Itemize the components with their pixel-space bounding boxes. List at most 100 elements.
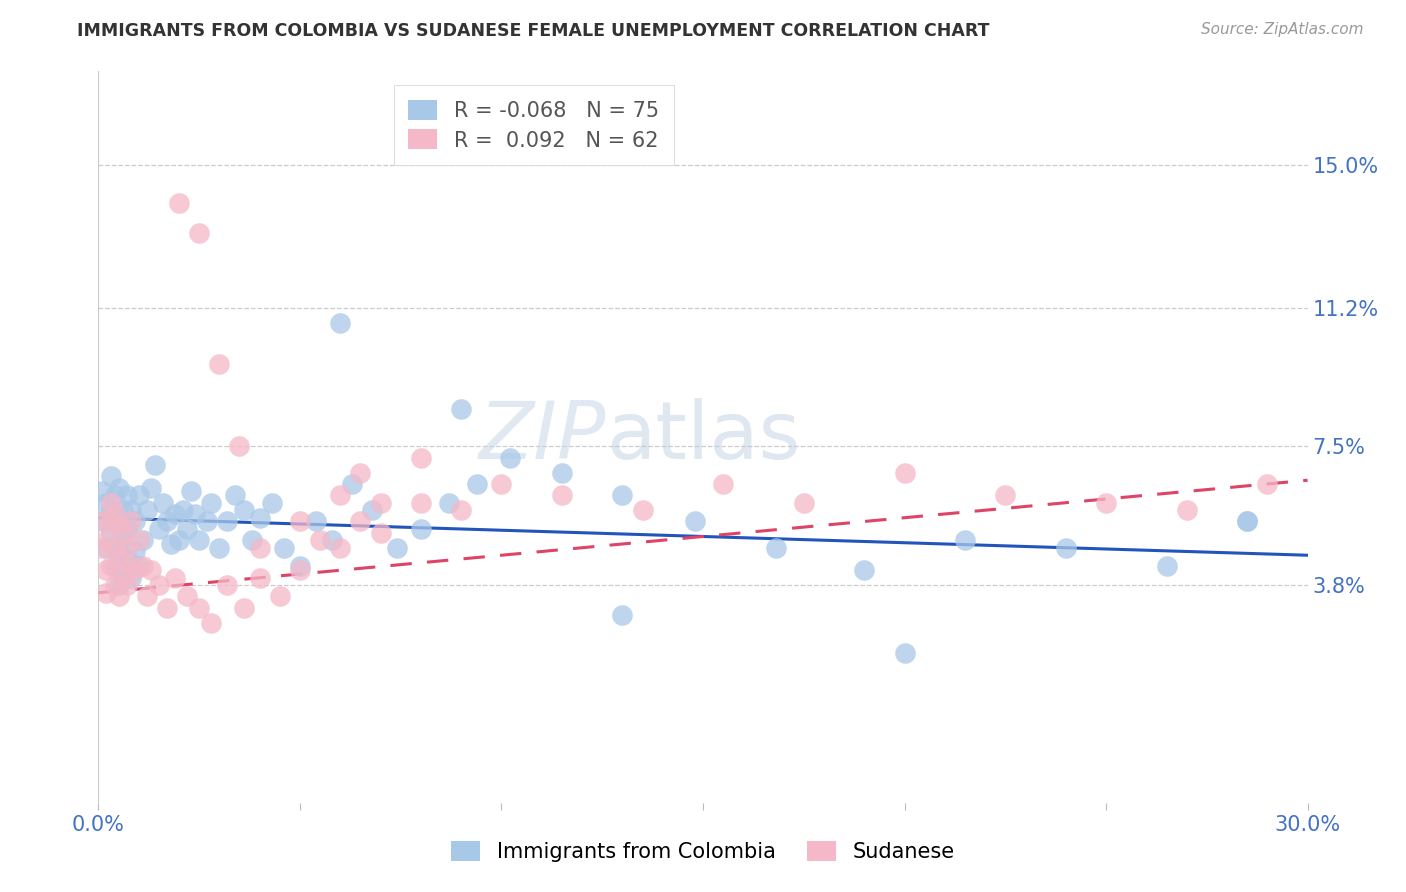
Point	[329, 488, 352, 502]
Point	[450, 503, 472, 517]
Point	[128, 533, 150, 548]
Point	[612, 608, 634, 623]
Point	[321, 533, 343, 548]
Point	[143, 458, 166, 473]
Text: atlas: atlas	[606, 398, 800, 476]
Point	[107, 590, 129, 604]
Point	[111, 571, 134, 585]
Point	[232, 503, 254, 517]
Point	[249, 510, 271, 524]
Point	[240, 533, 263, 548]
Point	[100, 515, 122, 529]
Point	[111, 525, 134, 540]
Point	[91, 515, 114, 529]
Point	[120, 503, 142, 517]
Point	[249, 541, 271, 555]
Point	[163, 507, 186, 521]
Text: ZIP: ZIP	[479, 398, 606, 476]
Point	[188, 533, 211, 548]
Point	[409, 522, 432, 536]
Point	[124, 544, 146, 558]
Point	[163, 571, 186, 585]
Point	[361, 503, 384, 517]
Point	[1175, 503, 1198, 517]
Point	[128, 488, 150, 502]
Point	[176, 590, 198, 604]
Point	[450, 401, 472, 416]
Point	[132, 559, 155, 574]
Point	[180, 484, 202, 499]
Point	[465, 477, 488, 491]
Point	[288, 559, 311, 574]
Point	[100, 496, 122, 510]
Point	[176, 522, 198, 536]
Point	[103, 507, 125, 521]
Point	[208, 541, 231, 555]
Point	[115, 578, 138, 592]
Text: Source: ZipAtlas.com: Source: ZipAtlas.com	[1201, 22, 1364, 37]
Point	[184, 507, 207, 521]
Point	[491, 477, 513, 491]
Point	[953, 533, 976, 548]
Point	[329, 541, 352, 555]
Point	[100, 525, 122, 540]
Point	[305, 515, 328, 529]
Point	[1156, 559, 1178, 574]
Point	[370, 496, 392, 510]
Point	[232, 600, 254, 615]
Point	[103, 488, 125, 502]
Point	[96, 563, 118, 577]
Point	[124, 563, 146, 577]
Point	[269, 590, 291, 604]
Point	[188, 600, 211, 615]
Point	[107, 518, 129, 533]
Point	[1095, 496, 1118, 510]
Point	[217, 515, 239, 529]
Point	[631, 503, 654, 517]
Point	[128, 559, 150, 574]
Point	[120, 515, 142, 529]
Point	[139, 563, 162, 577]
Point	[152, 496, 174, 510]
Point	[437, 496, 460, 510]
Point	[249, 571, 271, 585]
Point	[288, 515, 311, 529]
Point	[132, 533, 155, 548]
Point	[893, 466, 915, 480]
Point	[224, 488, 246, 502]
Point	[96, 541, 118, 555]
Point	[107, 544, 129, 558]
Point	[115, 522, 138, 536]
Point	[349, 515, 371, 529]
Point	[167, 533, 190, 548]
Point	[200, 496, 222, 510]
Point	[342, 477, 364, 491]
Point	[683, 515, 706, 529]
Point	[260, 496, 283, 510]
Point	[1256, 477, 1278, 491]
Point	[111, 563, 134, 577]
Point	[111, 529, 134, 543]
Point	[498, 450, 520, 465]
Point	[103, 578, 125, 592]
Point	[91, 515, 114, 529]
Point	[208, 357, 231, 371]
Point	[200, 615, 222, 630]
Point	[148, 522, 170, 536]
Point	[195, 515, 218, 529]
Point	[156, 600, 179, 615]
Point	[91, 541, 114, 555]
Point	[217, 578, 239, 592]
Point	[135, 503, 157, 517]
Point	[107, 552, 129, 566]
Point	[103, 559, 125, 574]
Text: IMMIGRANTS FROM COLOMBIA VS SUDANESE FEMALE UNEMPLOYMENT CORRELATION CHART: IMMIGRANTS FROM COLOMBIA VS SUDANESE FEM…	[77, 22, 990, 40]
Point	[765, 541, 787, 555]
Point	[349, 466, 371, 480]
Point	[100, 469, 122, 483]
Point	[385, 541, 408, 555]
Point	[711, 477, 734, 491]
Point	[1054, 541, 1077, 555]
Point	[167, 195, 190, 210]
Point	[1236, 515, 1258, 529]
